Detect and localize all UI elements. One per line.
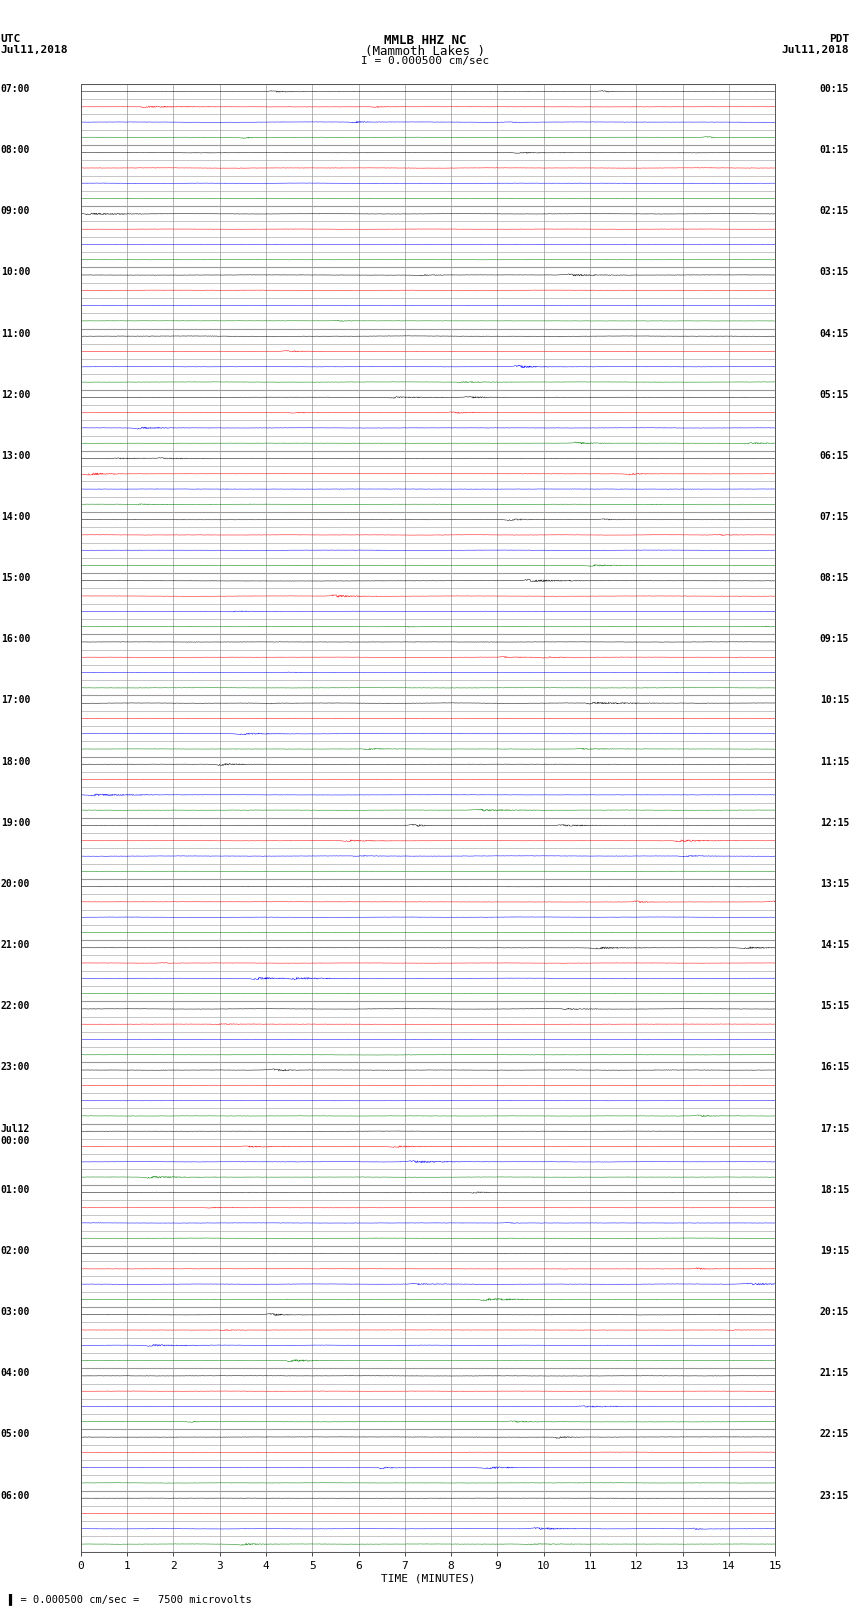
Text: ▌ = 0.000500 cm/sec =   7500 microvolts: ▌ = 0.000500 cm/sec = 7500 microvolts (8, 1594, 252, 1605)
Text: 18:15: 18:15 (819, 1186, 849, 1195)
Text: 04:00: 04:00 (1, 1368, 31, 1378)
Text: 22:15: 22:15 (819, 1429, 849, 1439)
Text: 14:00: 14:00 (1, 511, 31, 523)
Text: MMLB HHZ NC: MMLB HHZ NC (383, 34, 467, 47)
Text: 09:15: 09:15 (819, 634, 849, 644)
Text: 06:00: 06:00 (1, 1490, 31, 1500)
Text: 00:00: 00:00 (1, 1137, 31, 1147)
Text: 20:00: 20:00 (1, 879, 31, 889)
Text: 00:15: 00:15 (819, 84, 849, 94)
Text: 07:00: 07:00 (1, 84, 31, 94)
Text: 02:00: 02:00 (1, 1245, 31, 1257)
Text: 11:15: 11:15 (819, 756, 849, 766)
Text: 17:00: 17:00 (1, 695, 31, 705)
Text: I = 0.000500 cm/sec: I = 0.000500 cm/sec (361, 56, 489, 66)
Text: 19:15: 19:15 (819, 1245, 849, 1257)
Text: 15:15: 15:15 (819, 1002, 849, 1011)
Text: 23:15: 23:15 (819, 1490, 849, 1500)
Text: 04:15: 04:15 (819, 329, 849, 339)
Text: 11:00: 11:00 (1, 329, 31, 339)
Text: 08:00: 08:00 (1, 145, 31, 155)
Text: 06:15: 06:15 (819, 452, 849, 461)
Text: PDT: PDT (829, 34, 849, 44)
Text: 16:00: 16:00 (1, 634, 31, 644)
Text: Jul11,2018: Jul11,2018 (782, 45, 849, 55)
Text: 10:00: 10:00 (1, 268, 31, 277)
Text: 07:15: 07:15 (819, 511, 849, 523)
Text: 23:00: 23:00 (1, 1063, 31, 1073)
Text: Jul12: Jul12 (1, 1124, 31, 1134)
Text: 03:15: 03:15 (819, 268, 849, 277)
Text: 22:00: 22:00 (1, 1002, 31, 1011)
Text: 21:15: 21:15 (819, 1368, 849, 1378)
Text: UTC: UTC (1, 34, 21, 44)
Text: 20:15: 20:15 (819, 1307, 849, 1318)
Text: 02:15: 02:15 (819, 206, 849, 216)
Text: 01:00: 01:00 (1, 1186, 31, 1195)
Text: 12:00: 12:00 (1, 390, 31, 400)
Text: 05:15: 05:15 (819, 390, 849, 400)
Text: 13:00: 13:00 (1, 452, 31, 461)
Text: 19:00: 19:00 (1, 818, 31, 827)
X-axis label: TIME (MINUTES): TIME (MINUTES) (381, 1574, 475, 1584)
Text: 05:00: 05:00 (1, 1429, 31, 1439)
Text: 09:00: 09:00 (1, 206, 31, 216)
Text: 15:00: 15:00 (1, 573, 31, 584)
Text: 14:15: 14:15 (819, 940, 849, 950)
Text: 10:15: 10:15 (819, 695, 849, 705)
Text: 03:00: 03:00 (1, 1307, 31, 1318)
Text: 16:15: 16:15 (819, 1063, 849, 1073)
Text: 08:15: 08:15 (819, 573, 849, 584)
Text: 18:00: 18:00 (1, 756, 31, 766)
Text: 12:15: 12:15 (819, 818, 849, 827)
Text: (Mammoth Lakes ): (Mammoth Lakes ) (365, 45, 485, 58)
Text: 17:15: 17:15 (819, 1124, 849, 1134)
Text: 21:00: 21:00 (1, 940, 31, 950)
Text: Jul11,2018: Jul11,2018 (1, 45, 68, 55)
Text: 01:15: 01:15 (819, 145, 849, 155)
Text: 13:15: 13:15 (819, 879, 849, 889)
